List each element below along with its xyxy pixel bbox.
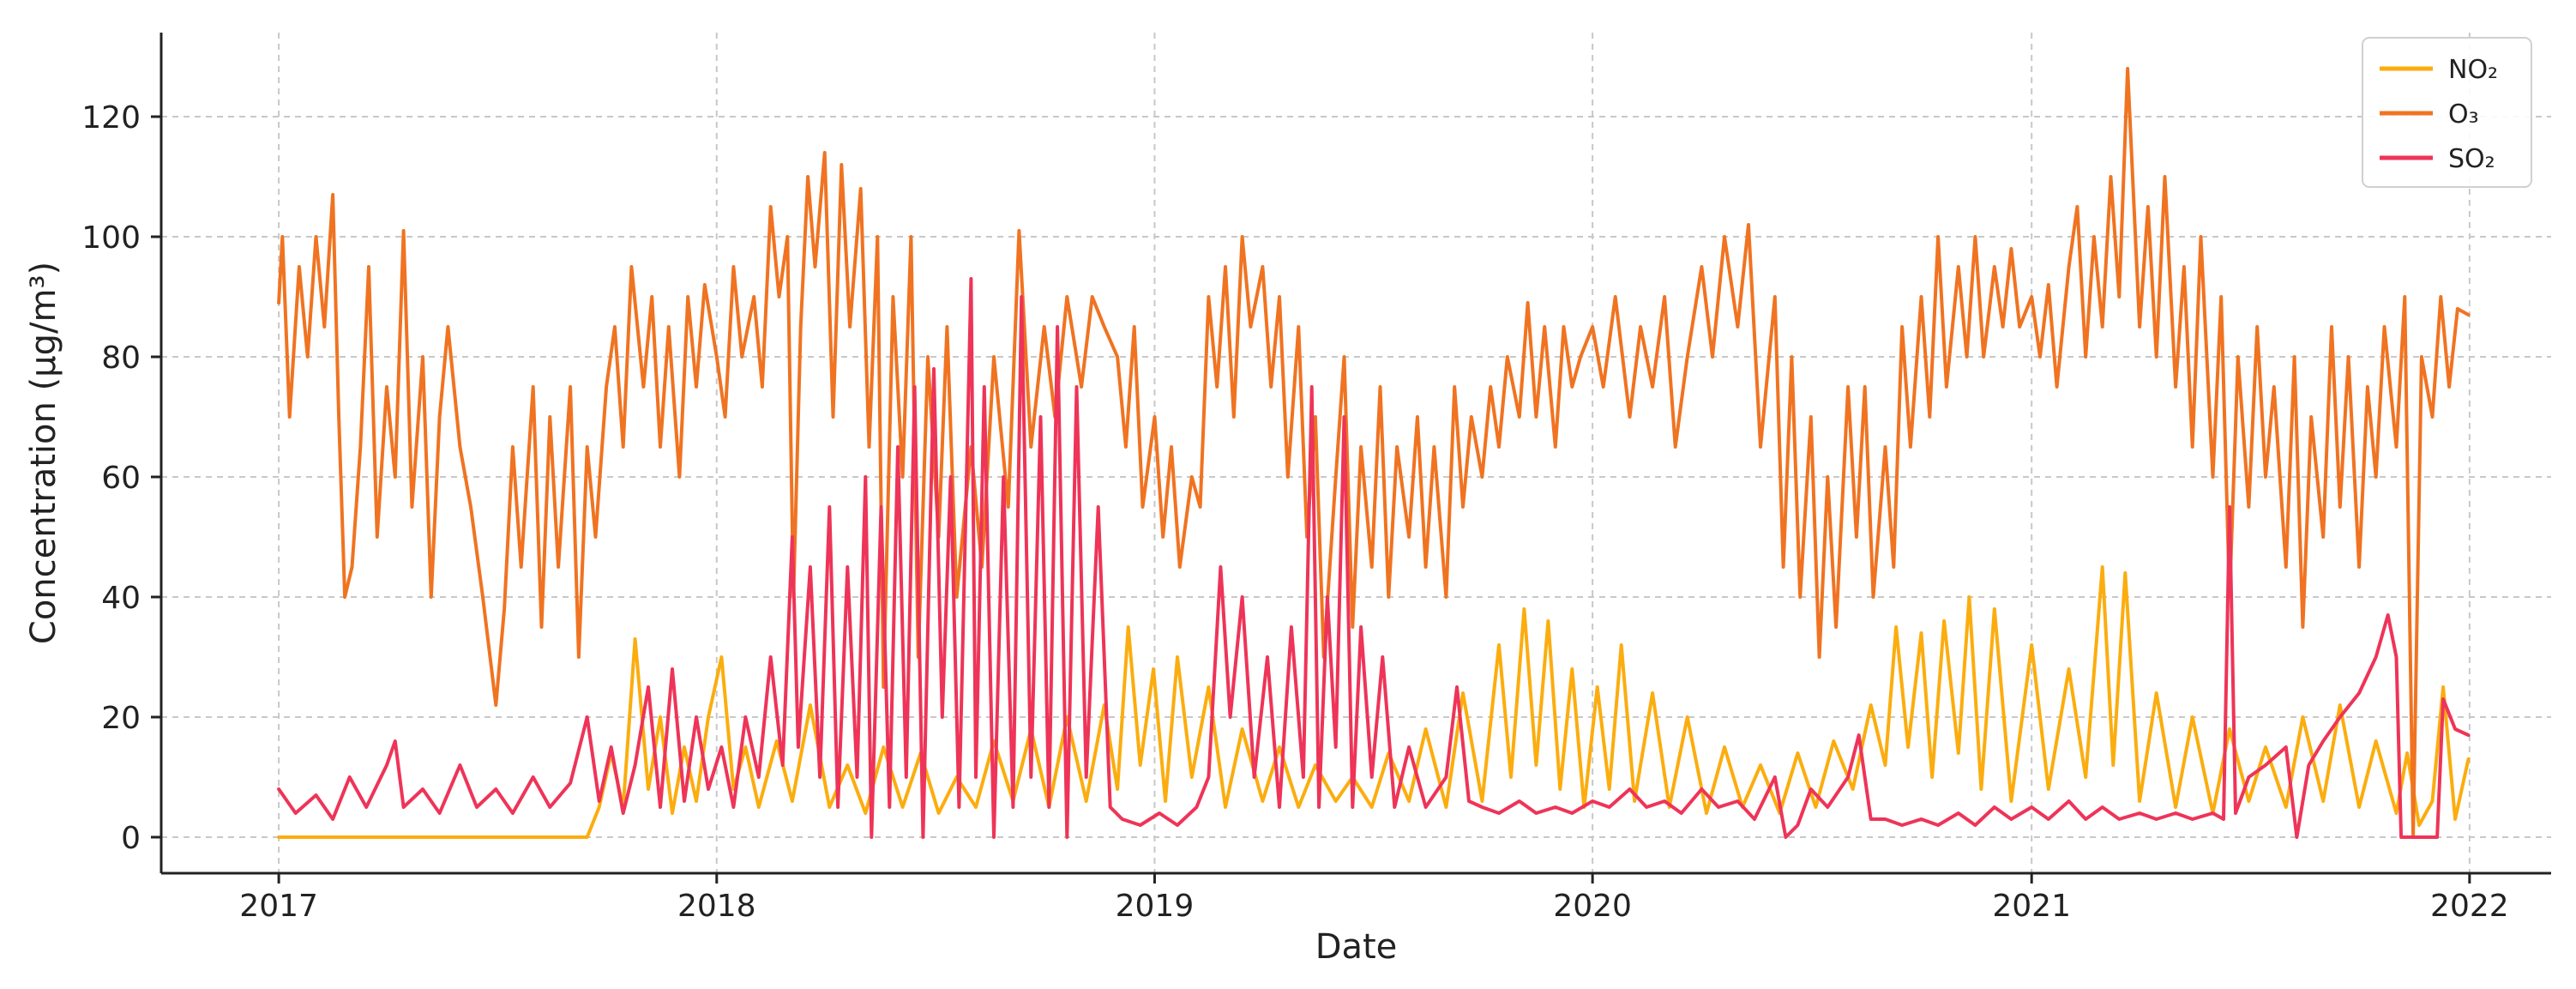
x-tick-label: 2022 xyxy=(2430,889,2509,924)
y-axis-ticks: 0 20 40 60 80 100 120 xyxy=(81,100,161,856)
x-tick-label: 2020 xyxy=(1553,889,1632,924)
y-tick-label: 20 xyxy=(101,701,141,736)
y-tick-label: 40 xyxy=(101,581,141,616)
x-axis-ticks: 2017 2018 2019 2020 2021 2022 xyxy=(239,873,2509,924)
x-axis-title: Date xyxy=(1315,927,1398,967)
series-line-1 xyxy=(277,67,2471,839)
x-tick-label: 2019 xyxy=(1116,889,1195,924)
legend-label: NO₂ xyxy=(2448,55,2498,85)
y-tick-label: 100 xyxy=(81,220,141,256)
x-tick-label: 2021 xyxy=(1992,889,2071,924)
legend-label: SO₂ xyxy=(2448,144,2495,174)
y-tick-label: 0 xyxy=(121,821,141,856)
y-axis-title: Concentration (µg/m³) xyxy=(24,262,63,644)
legend-box xyxy=(2362,37,2532,188)
legend: NO₂ O₃ SO₂ xyxy=(2362,37,2532,188)
series-lines xyxy=(277,67,2471,839)
series-line-0 xyxy=(277,565,2471,839)
y-tick-label: 60 xyxy=(101,461,141,496)
series-line-2 xyxy=(277,277,2471,839)
y-tick-label: 120 xyxy=(81,100,141,136)
y-tick-label: 80 xyxy=(101,341,141,376)
legend-label: O₃ xyxy=(2448,100,2479,130)
x-tick-label: 2018 xyxy=(677,889,756,924)
x-tick-label: 2017 xyxy=(239,889,318,924)
axes xyxy=(159,33,2551,875)
